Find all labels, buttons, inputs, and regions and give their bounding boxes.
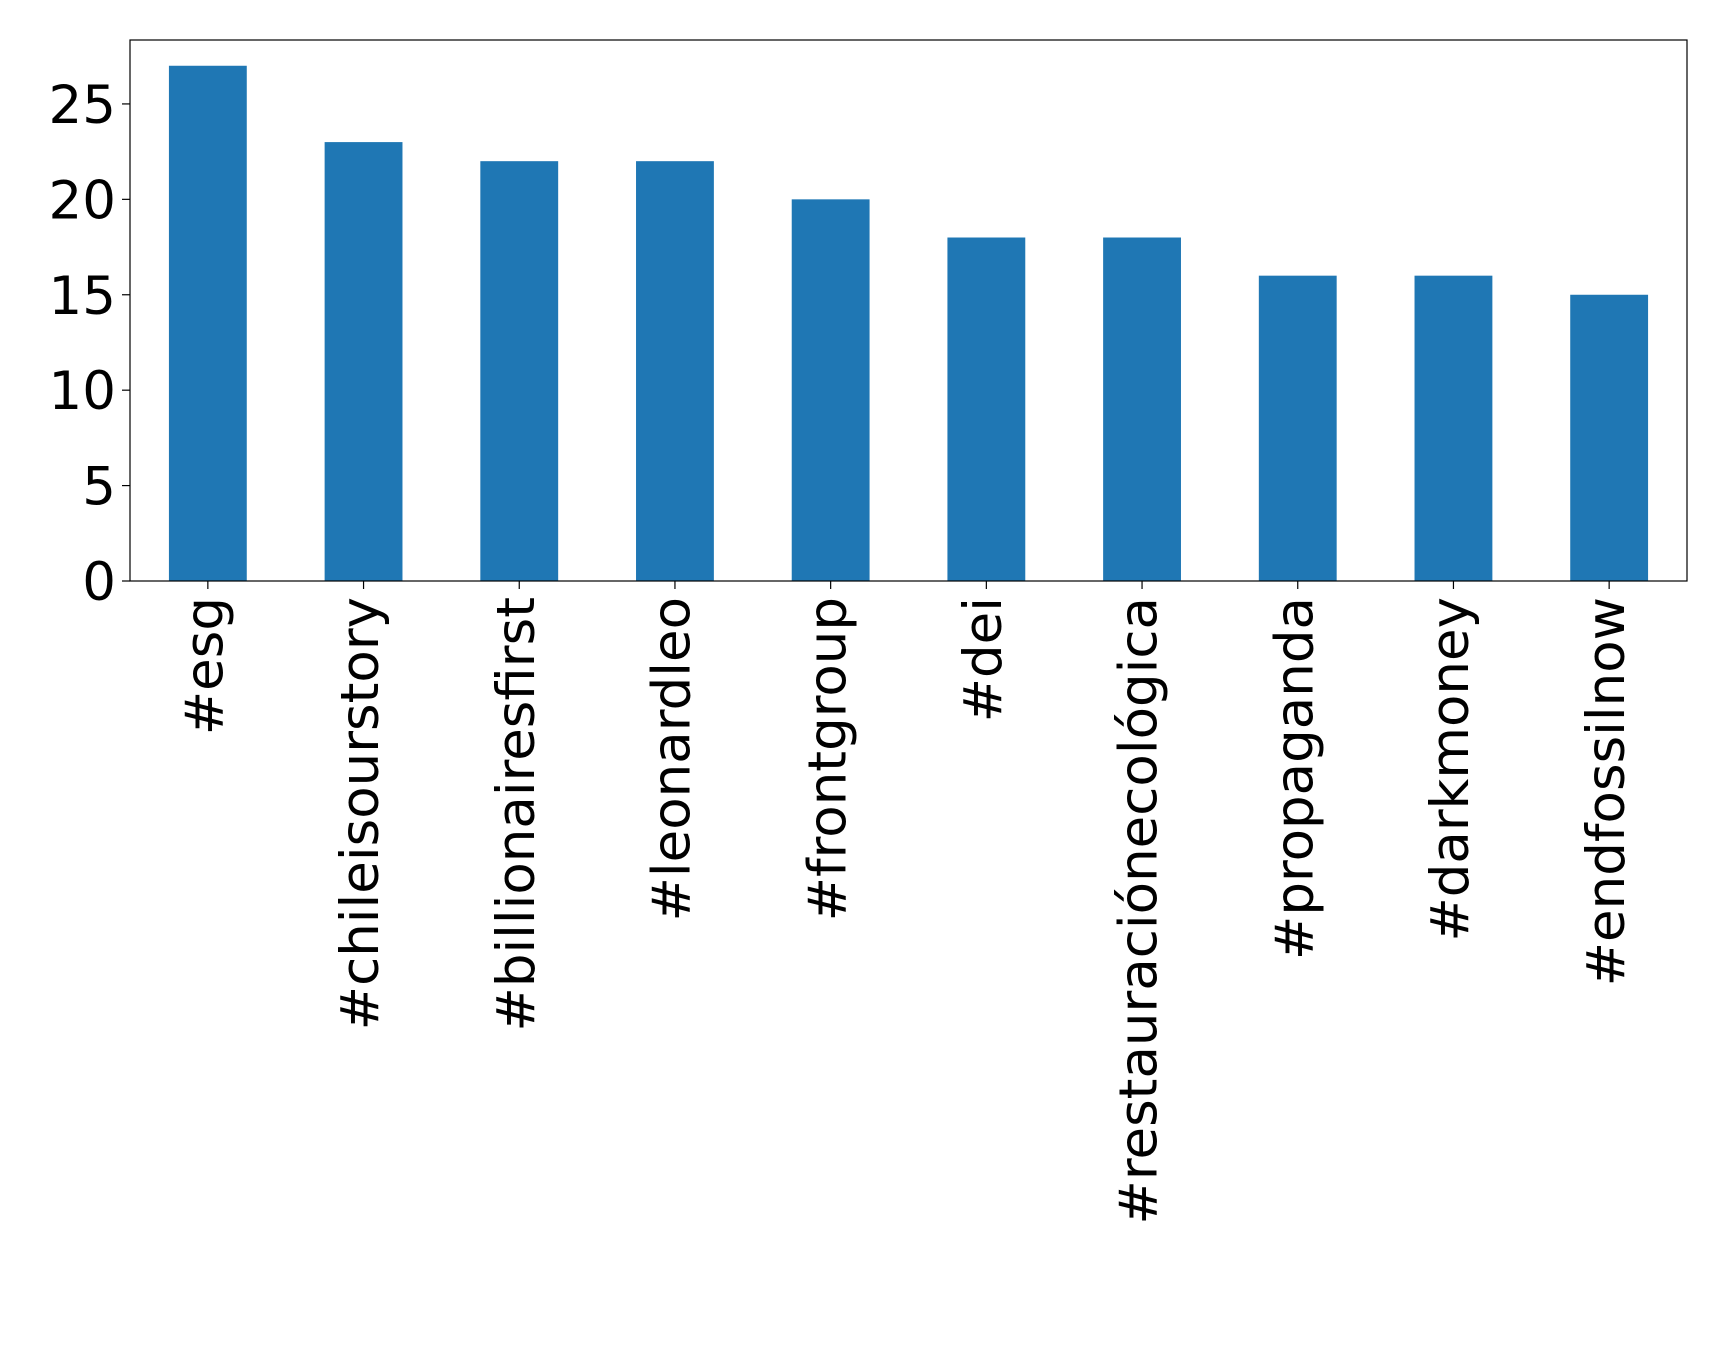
- bar: [480, 161, 559, 581]
- bar: [324, 142, 403, 581]
- x-tick-label: #restauraciónecológica: [1109, 597, 1170, 1225]
- bar: [1258, 275, 1337, 581]
- x-tick-label: #propaganda: [1264, 597, 1325, 960]
- bar: [168, 65, 247, 581]
- bar: [1570, 294, 1649, 581]
- x-tick-label: #chileisourstory: [330, 597, 391, 1030]
- y-tick-label: 25: [49, 75, 116, 136]
- x-tick-label: #esg: [174, 597, 235, 735]
- y-tick-label: 5: [82, 457, 116, 518]
- x-tick-label: #leonardleo: [642, 597, 703, 922]
- plot-frame: [129, 39, 1688, 582]
- bar: [1414, 275, 1493, 581]
- bar: [947, 237, 1026, 581]
- bar: [1103, 237, 1181, 581]
- x-tick-label: #billionairesfirst: [486, 597, 547, 1032]
- x-tick-label: #dei: [953, 597, 1014, 722]
- x-tick-label: #darkmoney: [1420, 597, 1481, 942]
- y-tick-label: 0: [82, 552, 116, 613]
- y-tick-label: 20: [49, 170, 116, 231]
- bar: [791, 199, 870, 581]
- y-tick-label: 10: [49, 361, 116, 422]
- bar: [636, 161, 714, 581]
- y-tick-label: 15: [49, 266, 116, 327]
- x-tick-label: #frontgroup: [797, 597, 858, 921]
- x-tick-label: #endfossilnow: [1576, 597, 1637, 986]
